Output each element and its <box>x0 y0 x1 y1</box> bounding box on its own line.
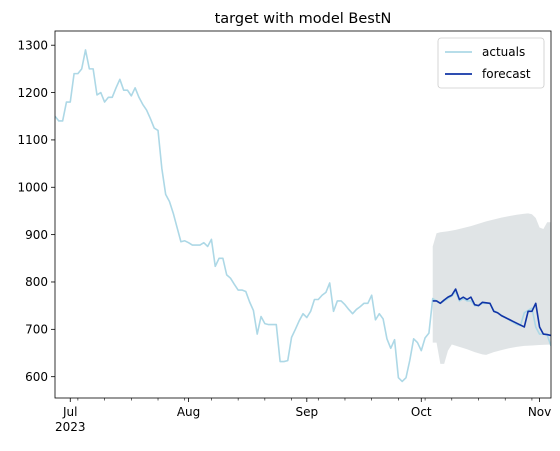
plot-area <box>55 49 551 383</box>
forecast-confidence-band <box>432 213 551 364</box>
chart-title: target with model BestN <box>215 11 392 27</box>
x-year-label: 2023 <box>55 420 86 434</box>
y-tick-label: 600 <box>25 370 48 384</box>
y-tick-label: 700 <box>25 323 48 337</box>
x-tick-label: Sep <box>296 405 319 419</box>
series-line-forecast <box>432 288 551 337</box>
x-tick-label: Oct <box>411 405 432 419</box>
plot-series-group <box>55 49 551 383</box>
y-tick-label: 1300 <box>17 38 48 52</box>
x-tick-label: Nov <box>528 405 551 419</box>
y-tick-label: 900 <box>25 228 48 242</box>
series-line-actuals <box>55 49 551 383</box>
legend-box <box>437 37 545 89</box>
axes-frame <box>54 30 552 399</box>
x-tick-label: Jul <box>62 405 77 419</box>
y-tick-label: 800 <box>25 275 48 289</box>
x-tick-label: Aug <box>177 405 200 419</box>
y-tick-label: 1000 <box>17 180 48 194</box>
y-tick-label: 1100 <box>17 133 48 147</box>
legend-label-actuals: actuals <box>482 45 525 59</box>
legend-label-forecast: forecast <box>482 67 531 81</box>
legend: actuals forecast <box>437 37 545 89</box>
y-tick-label: 1200 <box>17 86 48 100</box>
